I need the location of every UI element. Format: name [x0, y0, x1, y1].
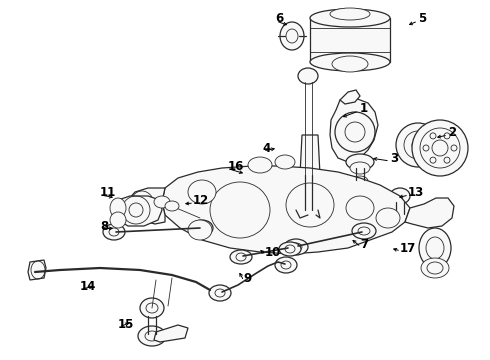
Polygon shape	[162, 166, 410, 254]
Ellipse shape	[279, 242, 301, 256]
Ellipse shape	[191, 220, 213, 236]
Ellipse shape	[248, 157, 272, 173]
Text: 14: 14	[80, 279, 97, 292]
Text: 13: 13	[408, 185, 424, 198]
Text: 5: 5	[418, 12, 426, 24]
Text: 9: 9	[243, 271, 251, 284]
Polygon shape	[340, 90, 360, 104]
Ellipse shape	[110, 212, 126, 228]
Ellipse shape	[298, 68, 318, 84]
Polygon shape	[330, 98, 378, 162]
Text: 2: 2	[448, 126, 456, 139]
Ellipse shape	[138, 326, 166, 346]
Ellipse shape	[352, 176, 368, 186]
Text: 6: 6	[275, 12, 283, 24]
Polygon shape	[300, 135, 320, 175]
Ellipse shape	[346, 154, 374, 170]
Ellipse shape	[275, 257, 297, 273]
Ellipse shape	[154, 196, 170, 208]
Ellipse shape	[352, 223, 376, 239]
Ellipse shape	[376, 208, 400, 228]
Text: 10: 10	[265, 246, 281, 258]
Ellipse shape	[140, 298, 164, 318]
Ellipse shape	[103, 224, 125, 240]
Ellipse shape	[412, 120, 468, 176]
Text: 16: 16	[228, 159, 245, 172]
Ellipse shape	[188, 180, 216, 204]
Polygon shape	[128, 188, 165, 224]
Text: 15: 15	[118, 318, 134, 330]
Ellipse shape	[390, 188, 410, 204]
Ellipse shape	[165, 201, 179, 211]
Text: 17: 17	[400, 242, 416, 255]
Text: 3: 3	[390, 152, 398, 165]
Ellipse shape	[209, 285, 231, 301]
Ellipse shape	[330, 8, 370, 20]
Ellipse shape	[396, 123, 440, 167]
Ellipse shape	[421, 258, 449, 278]
Ellipse shape	[332, 56, 368, 72]
Polygon shape	[310, 18, 390, 62]
Polygon shape	[154, 325, 188, 342]
Ellipse shape	[350, 162, 370, 174]
Polygon shape	[405, 198, 454, 228]
Ellipse shape	[280, 22, 304, 50]
Ellipse shape	[310, 53, 390, 71]
Text: 12: 12	[193, 194, 209, 207]
Polygon shape	[114, 196, 162, 226]
Ellipse shape	[188, 220, 212, 240]
Ellipse shape	[284, 239, 308, 255]
Ellipse shape	[419, 228, 451, 268]
Text: 8: 8	[100, 220, 108, 233]
Ellipse shape	[391, 210, 409, 222]
Ellipse shape	[275, 155, 295, 169]
Ellipse shape	[110, 198, 126, 218]
Text: 11: 11	[100, 185, 116, 198]
Text: 4: 4	[262, 141, 270, 154]
Polygon shape	[28, 260, 46, 280]
Ellipse shape	[310, 9, 390, 27]
Text: 1: 1	[360, 102, 368, 114]
Text: 7: 7	[360, 238, 368, 251]
Ellipse shape	[230, 250, 252, 264]
